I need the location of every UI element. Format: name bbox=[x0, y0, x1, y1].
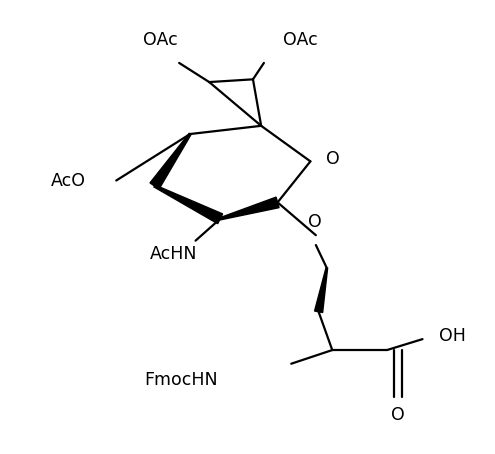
Text: OH: OH bbox=[439, 327, 466, 345]
Text: AcO: AcO bbox=[51, 172, 86, 189]
Text: OAc: OAc bbox=[283, 31, 318, 49]
Polygon shape bbox=[154, 185, 223, 224]
Text: OAc: OAc bbox=[143, 31, 177, 49]
Text: O: O bbox=[308, 213, 322, 231]
Text: FmocHN: FmocHN bbox=[144, 371, 217, 389]
Text: O: O bbox=[326, 150, 340, 168]
Text: AcHN: AcHN bbox=[150, 245, 198, 263]
Text: O: O bbox=[391, 406, 405, 424]
Polygon shape bbox=[220, 197, 279, 220]
Polygon shape bbox=[314, 268, 328, 312]
Polygon shape bbox=[150, 133, 191, 189]
